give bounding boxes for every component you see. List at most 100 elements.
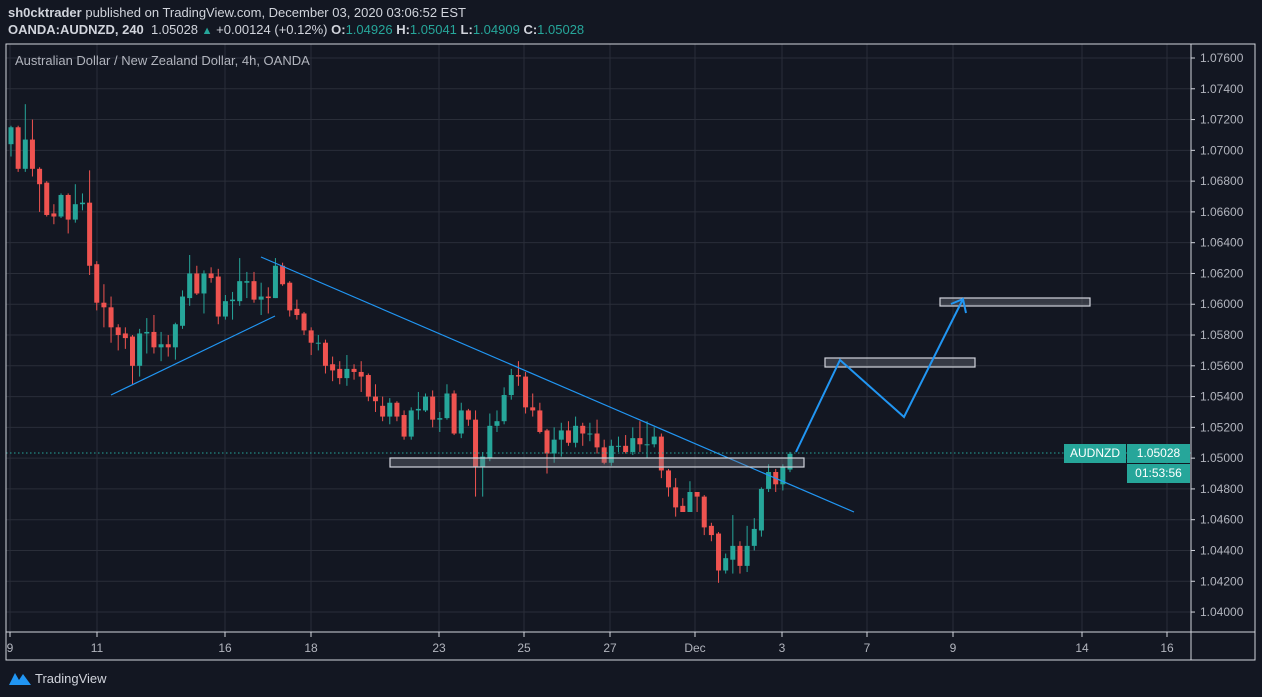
bull-candle — [480, 451, 486, 497]
bull-candle — [230, 291, 236, 320]
high-label: H: — [396, 22, 410, 37]
bear-candle — [301, 311, 307, 336]
y-tick-label: 1.06000 — [1200, 297, 1244, 311]
candle-body — [387, 402, 393, 417]
bull-candle — [787, 451, 793, 473]
bull-candle — [587, 422, 593, 442]
bull-candle — [780, 464, 786, 491]
candle-body — [437, 418, 443, 420]
bull-candle — [180, 290, 186, 329]
candle-body — [415, 408, 421, 411]
candle-body — [351, 368, 357, 372]
symbol-legend: OANDA:AUDNZD, 240 1.05028 ▲ +0.00124 (+0… — [8, 22, 584, 37]
candle-body — [601, 447, 607, 463]
bear-candle — [623, 435, 629, 454]
candle-body — [651, 436, 657, 445]
close-value: 1.05028 — [537, 22, 585, 37]
author-name[interactable]: sh0cktrader — [8, 5, 82, 20]
bull-candle — [201, 270, 207, 314]
footer-brand[interactable]: TradingView — [8, 670, 107, 686]
bull-candle — [444, 384, 450, 420]
x-tick-label: 27 — [603, 641, 617, 655]
current-price-tag: 1.05028 — [1127, 444, 1190, 463]
support-trendline[interactable] — [110, 315, 276, 396]
support-zone-rect[interactable] — [389, 457, 805, 468]
last-price: 1.05028 — [151, 22, 199, 37]
bear-candle — [51, 204, 57, 225]
x-tick-label: 11 — [91, 641, 104, 655]
candle-body — [208, 273, 214, 279]
bear-candle — [129, 335, 135, 385]
bear-candle — [694, 491, 700, 513]
resistance-trendline[interactable] — [260, 256, 855, 513]
bear-candle — [658, 433, 664, 479]
candle-body — [108, 307, 114, 328]
candle-body — [165, 344, 171, 348]
bear-candle — [673, 478, 679, 517]
bear-candle — [537, 402, 543, 434]
x-tick-label: 3 — [779, 641, 786, 655]
bull-candle — [551, 427, 557, 463]
candle-body — [565, 430, 571, 443]
bull-candle — [22, 104, 28, 172]
candle-body — [344, 368, 350, 379]
y-tick-label: 1.05600 — [1200, 359, 1244, 373]
candle-body — [430, 396, 436, 420]
bull-candle — [494, 410, 500, 432]
bull-candle — [766, 464, 772, 492]
x-tick-label: 9 — [7, 641, 14, 655]
candle-body — [8, 127, 14, 145]
bear-candle — [473, 410, 479, 497]
candle-body — [280, 265, 286, 285]
bull-candle — [501, 387, 507, 425]
bull-candle — [508, 368, 514, 400]
x-tick-label: 7 — [864, 641, 871, 655]
projection-path[interactable] — [795, 298, 964, 453]
bear-candle — [322, 339, 328, 374]
bull-candle — [79, 193, 85, 211]
candle-body — [544, 430, 550, 454]
candle-body — [537, 410, 543, 432]
bear-candle — [265, 287, 271, 314]
bear-candle — [15, 125, 21, 172]
y-tick-label: 1.07200 — [1200, 113, 1244, 127]
open-label: O: — [331, 22, 346, 37]
y-tick-label: 1.07600 — [1200, 51, 1244, 65]
candle-body — [480, 456, 486, 468]
candle-body — [508, 375, 514, 396]
candle-body — [615, 445, 621, 447]
y-tick-label: 1.04200 — [1200, 574, 1244, 588]
target-zone-rect-1[interactable] — [824, 357, 976, 368]
bear-candle — [29, 119, 35, 177]
candle-body — [44, 182, 50, 215]
candle-body — [151, 331, 157, 348]
candle-body — [94, 264, 100, 303]
candle-body — [144, 331, 150, 334]
candle-body — [230, 299, 236, 302]
bear-candle — [637, 421, 643, 452]
candle-body — [551, 439, 557, 454]
bull-candle — [573, 416, 579, 448]
bull-candle — [730, 515, 736, 574]
candle-body — [694, 491, 700, 497]
bear-candle — [708, 522, 714, 542]
drawings[interactable] — [110, 256, 1091, 513]
bull-candle — [222, 295, 228, 320]
x-tick-label: 18 — [304, 641, 318, 655]
candle-body — [158, 344, 164, 348]
y-tick-label: 1.06400 — [1200, 236, 1244, 250]
bear-candle — [44, 181, 50, 217]
bear-candle — [530, 393, 536, 417]
bear-candle — [87, 170, 93, 275]
candle-body — [394, 402, 400, 417]
bear-candle — [287, 281, 293, 317]
bear-candle — [716, 532, 722, 583]
candle-body — [587, 433, 593, 435]
candle-body — [237, 281, 243, 302]
bull-candle — [272, 258, 278, 299]
target-zone-rect-2[interactable] — [939, 297, 1091, 307]
candle-body — [265, 296, 271, 299]
candle-body — [701, 496, 707, 528]
bear-candle — [515, 361, 521, 386]
